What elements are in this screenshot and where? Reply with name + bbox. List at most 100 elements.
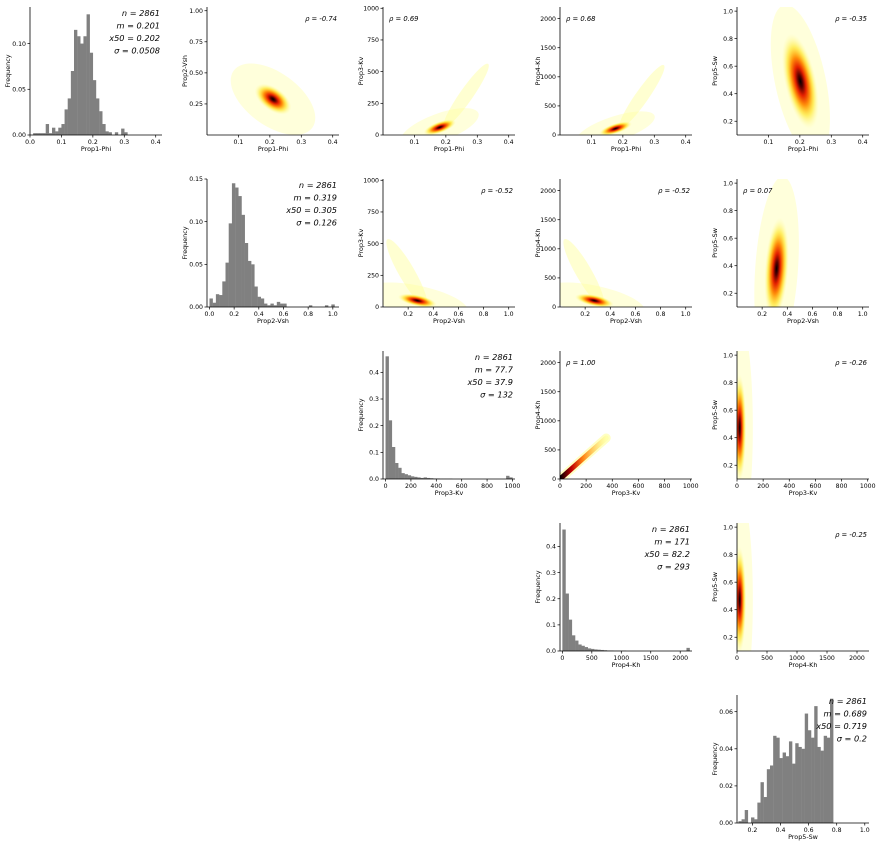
histogram-bar [33, 133, 37, 135]
histogram-bar [801, 748, 805, 823]
histogram-bar [251, 264, 255, 307]
x-tick-label: 0.2 [441, 139, 451, 146]
histogram-bar [276, 301, 281, 307]
histogram-bar [395, 463, 399, 479]
correlation-label: ρ = -0.35 [835, 15, 867, 23]
density-heatmap [383, 238, 468, 307]
correlation-label: ρ = 0.69 [389, 15, 418, 23]
histogram-bar [215, 294, 220, 307]
histogram-bar [257, 296, 261, 307]
density-core [737, 546, 747, 651]
y-tick-label: 250 [367, 273, 379, 280]
histogram-bar [254, 286, 258, 307]
histogram-bar [407, 475, 412, 479]
x-tick-label: 0.3 [472, 139, 482, 146]
histogram-bar [52, 127, 56, 135]
y-tick-label: 0.3 [369, 396, 379, 403]
y-tick-label: 0.4 [723, 263, 733, 270]
histogram-bar [506, 475, 510, 479]
y-tick-label: 0.75 [189, 39, 203, 46]
histogram-bar [804, 713, 809, 823]
y-tick-label: 1.0 [723, 8, 733, 15]
histogram-bar [785, 756, 790, 823]
x-tick-label: 0.1 [764, 139, 774, 146]
histogram-bar [562, 529, 566, 651]
density-heatmap [754, 179, 799, 307]
histogram-bar [811, 737, 815, 823]
histogram-bar [385, 356, 389, 479]
stat-label: n = 2861 [299, 180, 337, 190]
x-tick-label: 0.2 [88, 139, 98, 146]
x-tick-label: 400 [783, 483, 795, 490]
x-tick-label: 0.8 [833, 311, 843, 318]
panel-p2-p4: ρ = -0.52 0.2 0.4 0.6 0.8 1.0 0 500 1000 1500 2000… [534, 179, 692, 325]
histogram-bar [280, 303, 284, 307]
x-tick-label: 0.6 [279, 311, 289, 318]
histogram-bar [102, 124, 106, 135]
histogram-bar [584, 647, 589, 651]
correlation-label: ρ = -0.52 [481, 187, 513, 195]
x-tick-label: 0.8 [303, 311, 313, 318]
histogram-bar [48, 133, 53, 135]
y-tick-label: 0.3 [546, 570, 556, 577]
x-axis-label: Prop2-Vsh [610, 317, 642, 325]
y-tick-label: 1000 [540, 74, 556, 81]
x-tick-label: 0.1 [57, 139, 67, 146]
histogram-bar [766, 769, 771, 823]
histogram-bar [565, 593, 569, 651]
histogram-bar [77, 36, 81, 135]
x-axis-label: Prop1-Phi [81, 145, 111, 153]
y-tick-label: 2000 [540, 188, 556, 195]
histogram-bar [779, 758, 783, 823]
histogram-bar [283, 303, 287, 307]
histogram-bar [121, 128, 125, 135]
histogram-bar [108, 132, 112, 135]
histogram-bar [92, 80, 97, 135]
x-tick-label: 0.4 [782, 311, 792, 318]
histogram-bar [263, 303, 268, 307]
x-axis-label: Prop4-Kh [789, 661, 818, 669]
histogram-bar [64, 109, 68, 135]
x-axis-label: Prop4-Kh [612, 661, 641, 669]
y-tick-label: 0.00 [189, 304, 203, 311]
histogram-bar [795, 743, 799, 823]
x-tick-label: 0.1 [587, 139, 597, 146]
histogram-bar [686, 647, 690, 651]
y-tick-label: 0.50 [189, 70, 203, 77]
histogram-bar [798, 746, 802, 823]
stat-label: x50 = 0.719 [815, 721, 867, 731]
density-heatmap [770, 7, 830, 135]
histogram-bar [826, 737, 831, 823]
histogram-bar [751, 817, 755, 823]
histogram-bar [738, 821, 742, 823]
y-tick-label: 0.6 [723, 63, 733, 70]
x-tick-label: 0.6 [808, 311, 818, 318]
histogram-bar [575, 640, 579, 651]
stat-label: m = 77.7 [475, 365, 514, 375]
histogram-bar [231, 183, 236, 307]
x-tick-label: 600 [810, 483, 822, 490]
histogram-bar [820, 750, 824, 823]
histogram-bar [238, 196, 242, 307]
y-tick-label: 1.0 [723, 524, 733, 531]
stat-label: n = 2861 [652, 524, 690, 534]
y-tick-label: 0 [552, 132, 556, 139]
x-tick-label: 1000 [613, 655, 629, 662]
histogram-bar [594, 649, 598, 651]
correlation-label: ρ = -0.74 [305, 15, 337, 23]
x-tick-label: 0 [735, 655, 739, 662]
x-tick-label: 0 [384, 483, 388, 490]
y-tick-label: 1.00 [189, 8, 203, 15]
histogram-bar [754, 819, 758, 823]
y-tick-label: 1500 [540, 45, 556, 52]
histogram-bar [241, 214, 245, 307]
y-axis-label: Prop4-Kh [534, 57, 542, 86]
y-axis-label: Prop5-Sw [711, 56, 719, 86]
y-axis-label: Prop2-Vsh [181, 55, 189, 87]
x-tick-label: 1.0 [860, 827, 870, 834]
histogram-bar [830, 698, 834, 823]
y-tick-label: 0.4 [369, 370, 379, 377]
histogram-bar [86, 14, 90, 135]
panel-hist-prop4-kh: n = 2861 m = 171 x50 = 82.2 σ = 293 0 500 1000… [534, 523, 692, 669]
histogram-bar [42, 133, 46, 135]
